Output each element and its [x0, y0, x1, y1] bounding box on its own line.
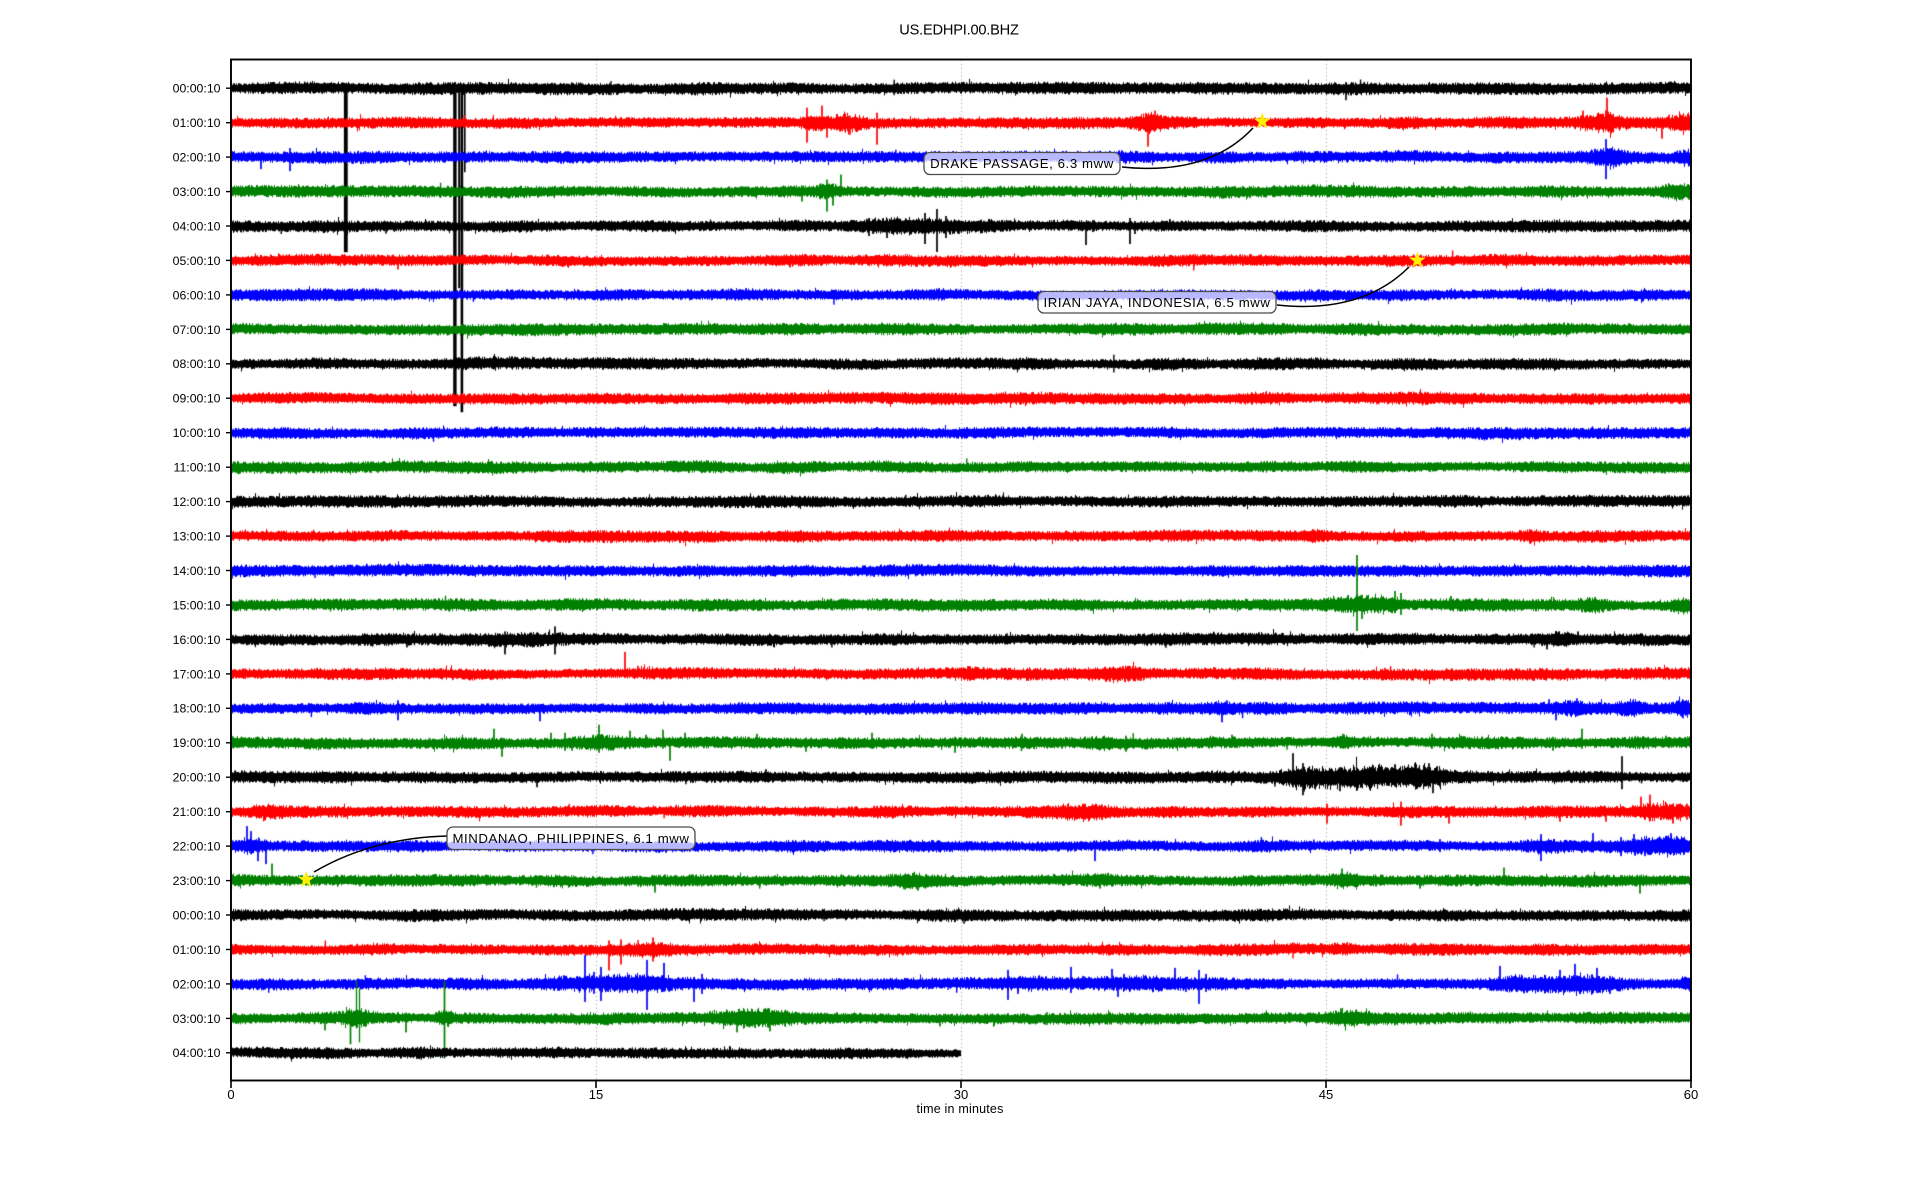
svg-text:18:00:10: 18:00:10: [173, 702, 221, 716]
svg-text:11:00:10: 11:00:10: [174, 461, 221, 475]
svg-text:16:00:10: 16:00:10: [173, 633, 221, 647]
svg-text:15: 15: [589, 1087, 603, 1102]
svg-text:01:00:10: 01:00:10: [173, 943, 221, 957]
svg-text:03:00:10: 03:00:10: [173, 185, 221, 199]
svg-text:17:00:10: 17:00:10: [173, 667, 221, 681]
svg-text:00:00:10: 00:00:10: [173, 82, 221, 96]
svg-text:IRIAN JAYA, INDONESIA, 6.5 mww: IRIAN JAYA, INDONESIA, 6.5 mww: [1043, 295, 1270, 310]
svg-text:02:00:10: 02:00:10: [173, 151, 221, 165]
svg-text:04:00:10: 04:00:10: [173, 1046, 221, 1060]
svg-text:01:00:10: 01:00:10: [173, 116, 221, 130]
svg-text:DRAKE PASSAGE, 6.3 mww: DRAKE PASSAGE, 6.3 mww: [930, 156, 1114, 171]
svg-text:21:00:10: 21:00:10: [173, 805, 221, 819]
svg-text:00:00:10: 00:00:10: [173, 908, 221, 922]
svg-text:60: 60: [1684, 1087, 1698, 1102]
svg-text:02:00:10: 02:00:10: [173, 977, 221, 991]
svg-text:time in minutes: time in minutes: [916, 1102, 1003, 1116]
svg-text:06:00:10: 06:00:10: [173, 288, 221, 302]
svg-text:09:00:10: 09:00:10: [173, 392, 221, 406]
svg-text:0: 0: [227, 1087, 234, 1102]
svg-text:22:00:10: 22:00:10: [173, 840, 221, 854]
svg-text:US.EDHPI.00.BHZ: US.EDHPI.00.BHZ: [899, 23, 1019, 39]
svg-text:14:00:10: 14:00:10: [173, 564, 221, 578]
svg-text:MINDANAO, PHILIPPINES, 6.1 mww: MINDANAO, PHILIPPINES, 6.1 mww: [452, 831, 689, 846]
svg-text:05:00:10: 05:00:10: [173, 254, 221, 268]
svg-text:19:00:10: 19:00:10: [173, 736, 221, 750]
svg-text:07:00:10: 07:00:10: [173, 323, 221, 337]
svg-text:15:00:10: 15:00:10: [173, 598, 221, 612]
svg-text:08:00:10: 08:00:10: [173, 357, 221, 371]
svg-text:12:00:10: 12:00:10: [173, 495, 221, 509]
svg-text:13:00:10: 13:00:10: [173, 530, 221, 544]
svg-text:03:00:10: 03:00:10: [173, 1012, 221, 1026]
svg-text:04:00:10: 04:00:10: [173, 219, 221, 233]
svg-text:23:00:10: 23:00:10: [173, 874, 221, 888]
svg-text:45: 45: [1319, 1087, 1333, 1102]
svg-text:10:00:10: 10:00:10: [173, 426, 221, 440]
svg-text:30: 30: [954, 1087, 968, 1102]
svg-text:20:00:10: 20:00:10: [173, 771, 221, 785]
